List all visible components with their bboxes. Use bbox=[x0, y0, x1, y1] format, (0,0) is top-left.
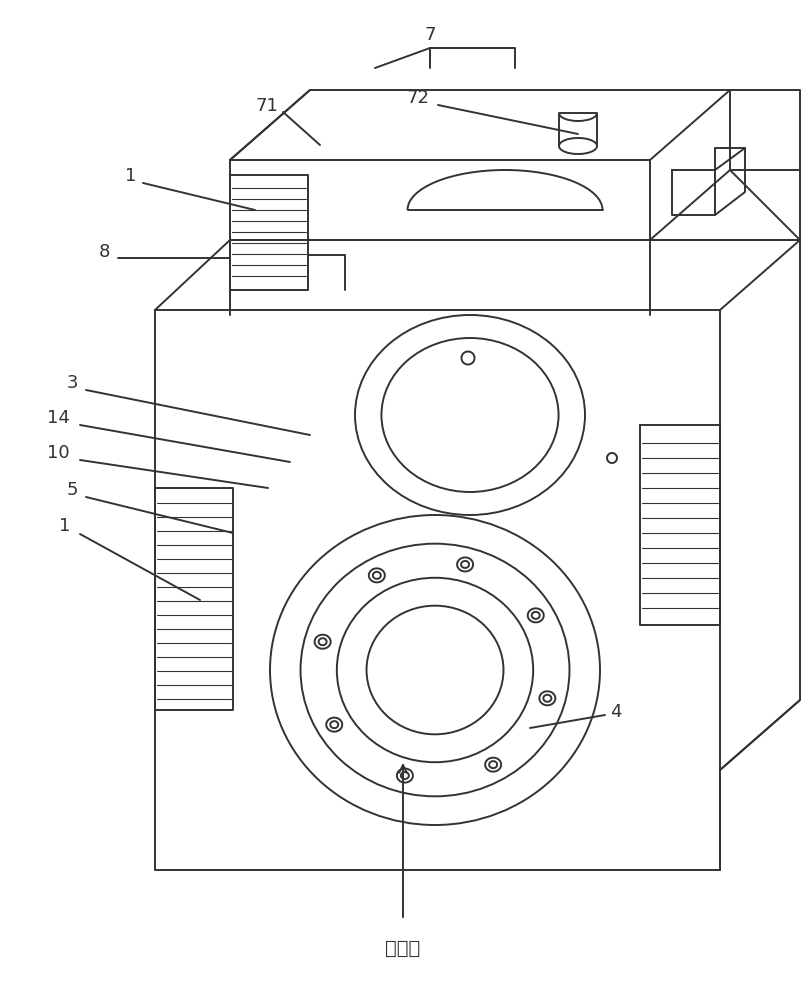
Text: 1: 1 bbox=[59, 517, 70, 535]
Text: 14: 14 bbox=[47, 409, 70, 427]
Text: 7: 7 bbox=[424, 26, 436, 44]
Text: 72: 72 bbox=[407, 89, 430, 107]
Text: 8: 8 bbox=[98, 243, 110, 261]
Text: 料耙轴: 料耙轴 bbox=[385, 938, 421, 958]
Text: 4: 4 bbox=[610, 703, 621, 721]
Text: 10: 10 bbox=[48, 444, 70, 462]
Text: 71: 71 bbox=[256, 97, 278, 115]
Text: 1: 1 bbox=[125, 167, 136, 185]
Text: 3: 3 bbox=[67, 374, 78, 392]
Text: 5: 5 bbox=[67, 481, 78, 499]
